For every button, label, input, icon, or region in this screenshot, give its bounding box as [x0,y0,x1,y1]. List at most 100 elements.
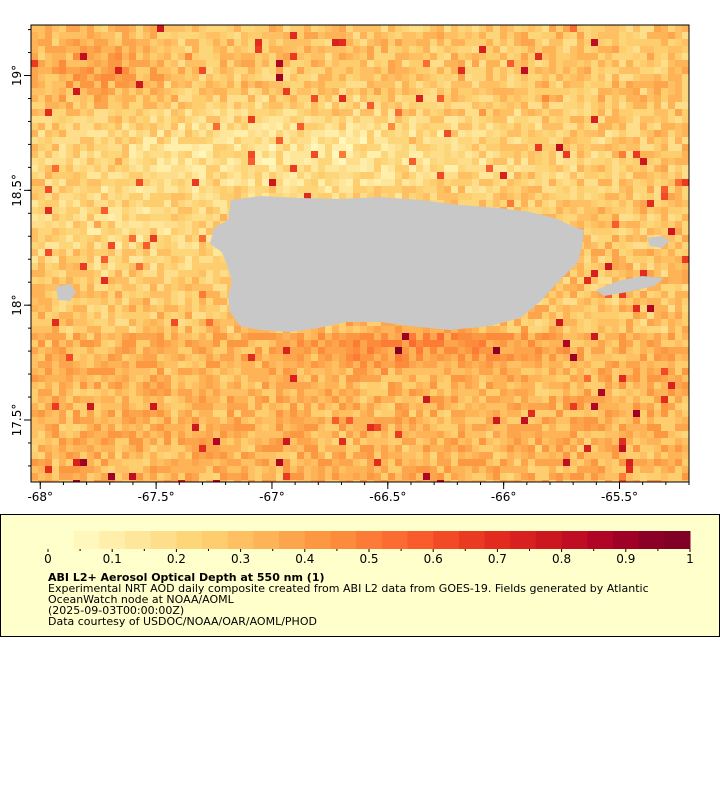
aod-cell [668,53,675,60]
aod-cell [73,53,80,60]
aod-cell [591,214,598,221]
aod-cell [59,32,66,39]
aod-cell [136,60,143,67]
aod-cell [542,109,549,116]
aod-cell [346,95,353,102]
aod-cell [367,67,374,74]
aod-cell [430,130,437,137]
aod-cell [640,74,647,81]
aod-cell [157,25,164,32]
aod-cell [136,284,143,291]
aod-cell [283,130,290,137]
aod-cell [444,95,451,102]
aod-cell [633,326,640,333]
aod-cell [45,319,52,326]
aod-cell [507,53,514,60]
aod-cell [290,158,297,165]
aod-cell [136,193,143,200]
aod-cell [472,193,479,200]
aod-cell [185,25,192,32]
aod-cell [157,382,164,389]
aod-cell [227,123,234,130]
aod-cell [388,179,395,186]
aod-cell [458,60,465,67]
aod-cell [199,256,206,263]
aod-cell [199,249,206,256]
aod-cell [262,186,269,193]
aod-cell [395,53,402,60]
aod-cell [430,39,437,46]
aod-cell [332,186,339,193]
aod-cell [94,361,101,368]
aod-cell [570,165,577,172]
aod-cell [108,74,115,81]
aod-cell [59,165,66,172]
aod-cell [332,179,339,186]
aod-cell [122,368,129,375]
aod-cell [444,186,451,193]
aod-cell [668,67,675,74]
aod-cell [556,88,563,95]
aod-cell [556,361,563,368]
aod-cell [220,53,227,60]
aod-cell [31,242,38,249]
aod-cell [73,186,80,193]
aod-cell [542,137,549,144]
aod-cell [66,389,73,396]
aod-cell [465,39,472,46]
aod-cell [136,214,143,221]
aod-cell [52,221,59,228]
aod-cell [563,326,570,333]
aod-cell [80,172,87,179]
aod-cell [262,25,269,32]
aod-cell [164,179,171,186]
aod-cell [479,95,486,102]
aod-cell [598,74,605,81]
aod-cell [241,158,248,165]
aod-cell [682,228,689,235]
aod-cell [479,354,486,361]
aod-cell [136,249,143,256]
aod-cell [80,116,87,123]
aod-cell [675,361,682,368]
aod-cell [388,102,395,109]
aod-cell [339,144,346,151]
aod-cell [304,109,311,116]
aod-cell [507,130,514,137]
aod-cell [591,102,598,109]
aod-cell [549,60,556,67]
aod-cell [318,186,325,193]
aod-cell [199,298,206,305]
aod-cell [374,95,381,102]
aod-cell [486,67,493,74]
aod-cell [451,333,458,340]
aod-cell [73,158,80,165]
aod-cell [115,207,122,214]
aod-cell [73,375,80,382]
aod-cell [241,340,248,347]
aod-cell [87,361,94,368]
aod-cell [129,319,136,326]
aod-cell [52,270,59,277]
aod-cell [283,137,290,144]
aod-cell [248,165,255,172]
aod-cell [129,235,136,242]
aod-cell [339,158,346,165]
aod-cell [129,333,136,340]
aod-cell [388,375,395,382]
aod-cell [52,46,59,53]
aod-cell [122,88,129,95]
aod-cell [276,347,283,354]
aod-cell [157,95,164,102]
aod-cell [500,53,507,60]
aod-cell [276,116,283,123]
aod-cell [521,151,528,158]
aod-cell [52,375,59,382]
aod-cell [38,389,45,396]
aod-cell [416,179,423,186]
aod-cell [500,382,507,389]
aod-cell [234,102,241,109]
aod-cell [38,375,45,382]
aod-cell [164,333,171,340]
aod-cell [668,228,675,235]
